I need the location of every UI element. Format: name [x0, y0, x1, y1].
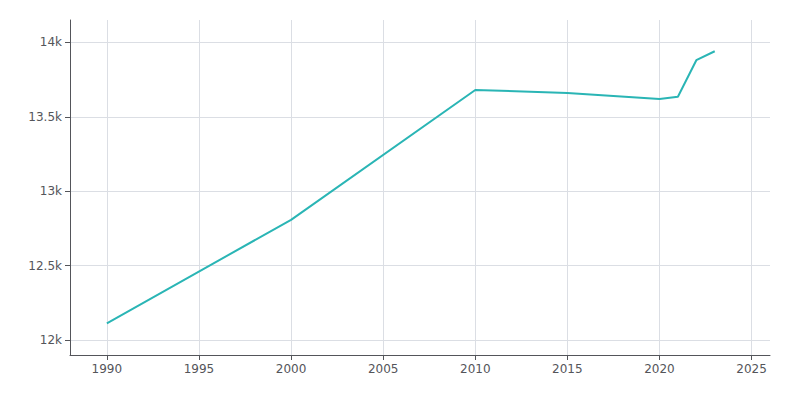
svg-text:2005: 2005 — [368, 362, 399, 376]
svg-text:13k: 13k — [40, 184, 62, 198]
svg-text:2020: 2020 — [644, 362, 675, 376]
svg-text:1995: 1995 — [184, 362, 215, 376]
svg-text:1990: 1990 — [92, 362, 123, 376]
svg-text:12.5k: 12.5k — [28, 259, 62, 273]
svg-text:2000: 2000 — [276, 362, 307, 376]
svg-text:13.5k: 13.5k — [28, 110, 62, 124]
svg-text:12k: 12k — [40, 333, 62, 347]
svg-text:2025: 2025 — [736, 362, 767, 376]
svg-text:2010: 2010 — [460, 362, 491, 376]
svg-text:2015: 2015 — [552, 362, 583, 376]
svg-text:14k: 14k — [40, 35, 62, 49]
